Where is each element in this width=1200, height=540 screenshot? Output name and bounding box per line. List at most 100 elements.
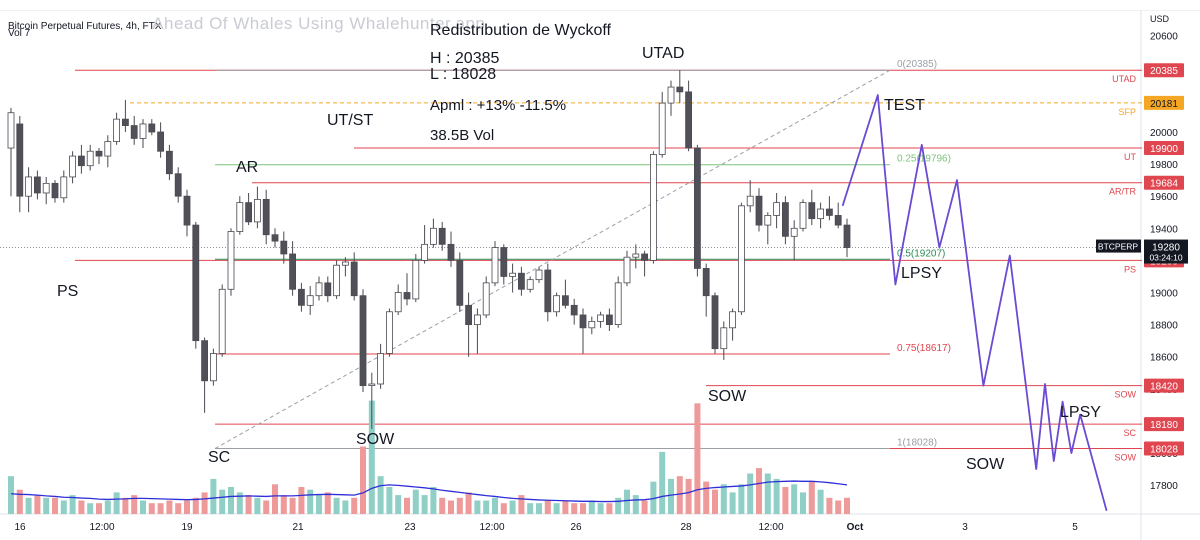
- candle[interactable]: [16, 115, 24, 213]
- candle[interactable]: [597, 311, 604, 328]
- candle[interactable]: [438, 221, 446, 251]
- candle[interactable]: [236, 196, 244, 235]
- candle[interactable]: [86, 144, 94, 171]
- candle[interactable]: [350, 252, 358, 301]
- candle[interactable]: [412, 253, 420, 303]
- candle[interactable]: [341, 257, 349, 277]
- candle[interactable]: [78, 144, 85, 174]
- candle[interactable]: [614, 276, 622, 328]
- candle[interactable]: [333, 260, 341, 299]
- candle[interactable]: [834, 202, 842, 229]
- candle[interactable]: [650, 151, 657, 264]
- candle[interactable]: [157, 122, 165, 158]
- candle[interactable]: [227, 228, 235, 296]
- candle[interactable]: [315, 276, 323, 301]
- candle[interactable]: [429, 218, 437, 248]
- candle[interactable]: [711, 292, 719, 354]
- candle[interactable]: [579, 308, 587, 354]
- candle[interactable]: [738, 202, 745, 315]
- candle[interactable]: [641, 250, 648, 277]
- candle[interactable]: [7, 107, 15, 197]
- candle[interactable]: [456, 252, 464, 312]
- candle[interactable]: [148, 119, 156, 136]
- candle[interactable]: [465, 292, 473, 357]
- candle[interactable]: [280, 231, 288, 264]
- candle[interactable]: [729, 308, 736, 341]
- candle[interactable]: [606, 308, 613, 332]
- candle[interactable]: [165, 144, 173, 181]
- candle[interactable]: [42, 176, 50, 205]
- candle[interactable]: [623, 250, 631, 287]
- candle[interactable]: [130, 115, 138, 145]
- candle[interactable]: [843, 218, 851, 258]
- candle[interactable]: [694, 144, 701, 277]
- candle[interactable]: [509, 263, 517, 293]
- candle[interactable]: [209, 348, 217, 386]
- candle[interactable]: [403, 273, 411, 306]
- candle[interactable]: [201, 337, 209, 413]
- candle[interactable]: [808, 189, 816, 226]
- candle[interactable]: [368, 372, 376, 429]
- candle[interactable]: [253, 186, 261, 229]
- candle[interactable]: [51, 180, 59, 203]
- candle[interactable]: [183, 189, 191, 237]
- candle[interactable]: [385, 308, 393, 357]
- candle[interactable]: [518, 266, 525, 296]
- candle[interactable]: [491, 241, 499, 287]
- candle[interactable]: [702, 263, 710, 317]
- amplitude-annotation: Apml : +13% -11.5%: [430, 97, 567, 114]
- candle[interactable]: [773, 192, 780, 229]
- candle[interactable]: [122, 99, 129, 132]
- candle[interactable]: [174, 167, 182, 203]
- candle[interactable]: [289, 241, 297, 296]
- candle[interactable]: [755, 188, 763, 232]
- candle[interactable]: [421, 225, 429, 264]
- candle[interactable]: [447, 231, 455, 267]
- candle[interactable]: [658, 91, 666, 158]
- candle[interactable]: [306, 286, 314, 315]
- candle[interactable]: [826, 196, 833, 221]
- candle[interactable]: [482, 276, 490, 319]
- price-tag-value: 19900: [1150, 144, 1178, 155]
- candle[interactable]: [676, 70, 684, 104]
- candle[interactable]: [817, 202, 824, 229]
- candle[interactable]: [104, 135, 112, 168]
- candle[interactable]: [473, 308, 481, 354]
- candle[interactable]: [377, 343, 385, 389]
- candle[interactable]: [544, 263, 552, 322]
- candle[interactable]: [95, 148, 103, 165]
- candle[interactable]: [746, 180, 754, 213]
- candle[interactable]: [25, 167, 33, 213]
- candle[interactable]: [685, 80, 692, 152]
- candle[interactable]: [632, 244, 640, 269]
- candle[interactable]: [720, 321, 728, 360]
- candle-body: [86, 150, 94, 167]
- candle[interactable]: [588, 316, 596, 335]
- candle[interactable]: [245, 192, 253, 226]
- candle[interactable]: [562, 279, 569, 309]
- candle[interactable]: [113, 112, 120, 145]
- candle[interactable]: [782, 196, 789, 245]
- candle[interactable]: [359, 289, 367, 393]
- candle[interactable]: [192, 221, 200, 349]
- candle[interactable]: [271, 228, 279, 248]
- candle[interactable]: [60, 170, 68, 203]
- candle[interactable]: [394, 284, 402, 315]
- candle[interactable]: [570, 298, 578, 325]
- candle[interactable]: [500, 244, 508, 285]
- candle[interactable]: [139, 119, 147, 149]
- candle[interactable]: [69, 151, 76, 184]
- candle[interactable]: [799, 199, 807, 232]
- candle[interactable]: [297, 282, 305, 312]
- candle[interactable]: [526, 276, 534, 293]
- candle[interactable]: [324, 276, 332, 303]
- candle[interactable]: [764, 212, 772, 245]
- candle[interactable]: [218, 284, 226, 357]
- candle[interactable]: [553, 292, 560, 317]
- candle[interactable]: [262, 189, 270, 245]
- candle[interactable]: [667, 80, 675, 116]
- candle[interactable]: [535, 266, 543, 283]
- candle[interactable]: [34, 170, 41, 200]
- candle[interactable]: [790, 220, 798, 261]
